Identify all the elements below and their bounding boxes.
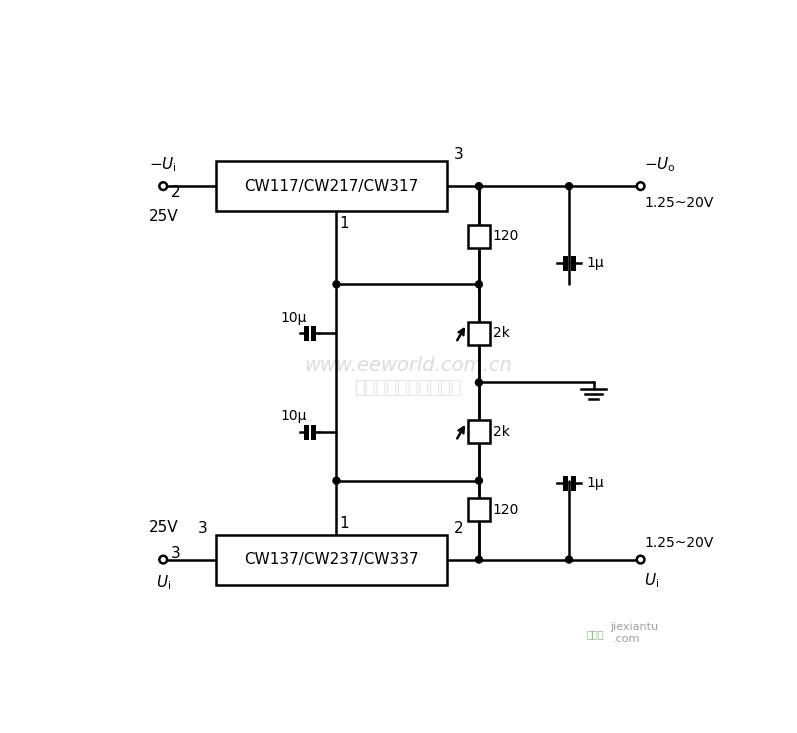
Text: 1.25~20V: 1.25~20V xyxy=(645,196,714,210)
Text: 1μ: 1μ xyxy=(586,256,603,270)
Text: $U_{\mathregular{i}}$: $U_{\mathregular{i}}$ xyxy=(645,572,660,591)
Text: 10μ: 10μ xyxy=(280,409,306,423)
Text: 25V: 25V xyxy=(149,520,179,535)
Circle shape xyxy=(566,556,572,563)
Circle shape xyxy=(333,281,340,288)
Text: 1: 1 xyxy=(340,216,349,231)
Circle shape xyxy=(159,556,167,564)
Bar xyxy=(215,161,446,211)
Text: 120: 120 xyxy=(493,229,519,243)
Text: 25V: 25V xyxy=(149,210,179,224)
Bar xyxy=(468,322,489,345)
Circle shape xyxy=(476,556,482,563)
Text: 3: 3 xyxy=(171,546,181,561)
Text: 綠色圖: 綠色圖 xyxy=(587,630,604,640)
Bar xyxy=(468,498,489,521)
Text: .com: .com xyxy=(613,634,640,644)
Text: 2: 2 xyxy=(171,185,181,200)
Text: 1μ: 1μ xyxy=(586,476,603,490)
Text: www.eeworld.com.cn: www.eeworld.com.cn xyxy=(304,356,512,375)
Text: 3: 3 xyxy=(454,147,464,163)
Bar xyxy=(468,420,489,443)
Text: CW137/CW237/CW337: CW137/CW237/CW337 xyxy=(244,552,418,567)
Text: 10μ: 10μ xyxy=(280,311,306,325)
Circle shape xyxy=(333,477,340,484)
Circle shape xyxy=(637,556,645,564)
Bar xyxy=(215,534,446,585)
Text: $-U_{\mathregular{i}}$: $-U_{\mathregular{i}}$ xyxy=(149,155,177,174)
Text: 杭州浩睿科技有限公司: 杭州浩睿科技有限公司 xyxy=(355,379,461,397)
Text: 120: 120 xyxy=(493,503,519,517)
Text: 1: 1 xyxy=(340,516,349,531)
Circle shape xyxy=(476,477,482,484)
Text: 2k: 2k xyxy=(493,424,509,438)
Circle shape xyxy=(566,183,572,190)
Text: 1.25~20V: 1.25~20V xyxy=(645,536,714,550)
Text: 2: 2 xyxy=(454,521,464,536)
Circle shape xyxy=(476,281,482,288)
Circle shape xyxy=(637,183,645,190)
Text: 2k: 2k xyxy=(493,326,509,340)
Text: CW117/CW217/CW317: CW117/CW217/CW317 xyxy=(244,179,418,194)
Text: 3: 3 xyxy=(198,521,208,536)
Text: $U_{\mathregular{i}}$: $U_{\mathregular{i}}$ xyxy=(155,573,171,592)
Text: $-U_{\mathregular{o}}$: $-U_{\mathregular{o}}$ xyxy=(645,155,677,174)
Circle shape xyxy=(476,183,482,190)
Text: jiexiantu: jiexiantu xyxy=(610,622,658,632)
Bar xyxy=(468,224,489,248)
Circle shape xyxy=(159,183,167,190)
Circle shape xyxy=(476,379,482,386)
